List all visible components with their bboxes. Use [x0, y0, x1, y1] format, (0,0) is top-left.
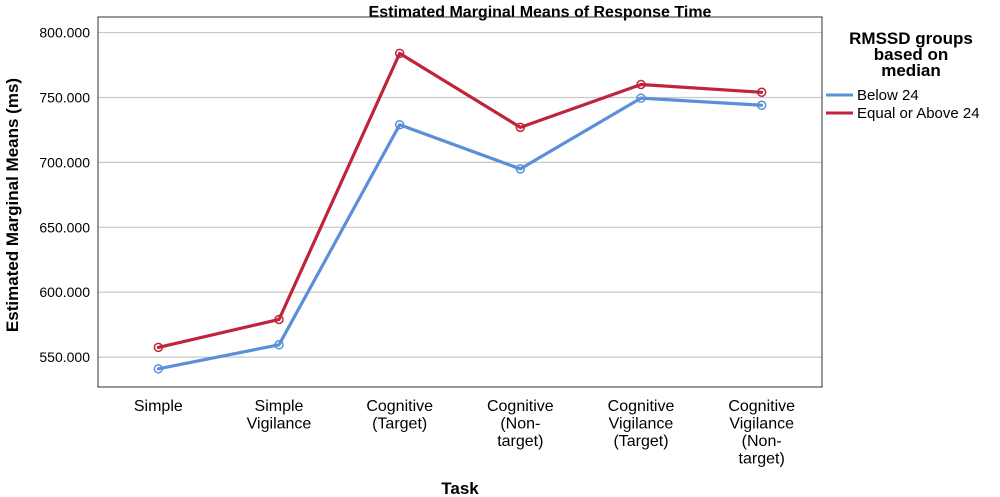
y-tick-label: 600.000	[39, 284, 90, 300]
legend-label: Below 24	[857, 87, 919, 104]
data-point	[756, 87, 767, 98]
data-point	[153, 342, 164, 353]
x-category-label: Simple	[134, 398, 183, 415]
series-line-1	[156, 51, 764, 350]
series-line-0	[156, 96, 764, 371]
legend-label: Equal or Above 24	[857, 105, 980, 122]
legend-title: RMSSD groups based on median	[849, 29, 973, 80]
y-tick-labels: 550.000 600.000 650.000 700.000 750.000 800.0…	[39, 25, 90, 366]
chart-title: Estimated Marginal Means of Response Tim…	[369, 4, 712, 21]
data-point	[394, 48, 405, 59]
data-point	[274, 314, 284, 325]
x-category-label: Cognitive Vigilance (Target)	[608, 398, 675, 450]
x-category-label: Cognitive (Non-target)	[487, 398, 554, 450]
plot-frame	[97, 16, 823, 388]
y-tick-label: 700.000	[39, 154, 90, 170]
y-tick-label: 750.000	[39, 89, 90, 105]
data-point	[636, 79, 646, 90]
y-tick-label: 800.000	[39, 25, 90, 41]
x-axis-title: Task	[441, 479, 479, 497]
data-point	[394, 120, 405, 130]
series-lines	[153, 48, 767, 374]
y-axis-title: Estimated Marginal Means (ms)	[3, 78, 22, 332]
legend: RMSSD groups based on median Below 24Equal …	[826, 29, 980, 122]
data-point	[756, 100, 767, 111]
y-tick-label: 550.000	[39, 349, 90, 365]
x-category-labels: Simple Simple Vigilance Cognitive (Target) Co…	[134, 398, 795, 468]
data-point	[274, 340, 284, 350]
x-category-label: Simple Vigilance	[247, 398, 312, 433]
gridlines	[98, 31, 822, 358]
data-point	[515, 164, 526, 174]
y-tick-label: 650.000	[39, 219, 90, 235]
x-category-label: Cognitive Vigilance (Non-target)	[728, 398, 795, 468]
data-point	[515, 122, 526, 133]
x-category-label: Cognitive (Target)	[366, 398, 433, 433]
data-point	[636, 93, 646, 103]
data-point	[153, 364, 164, 374]
